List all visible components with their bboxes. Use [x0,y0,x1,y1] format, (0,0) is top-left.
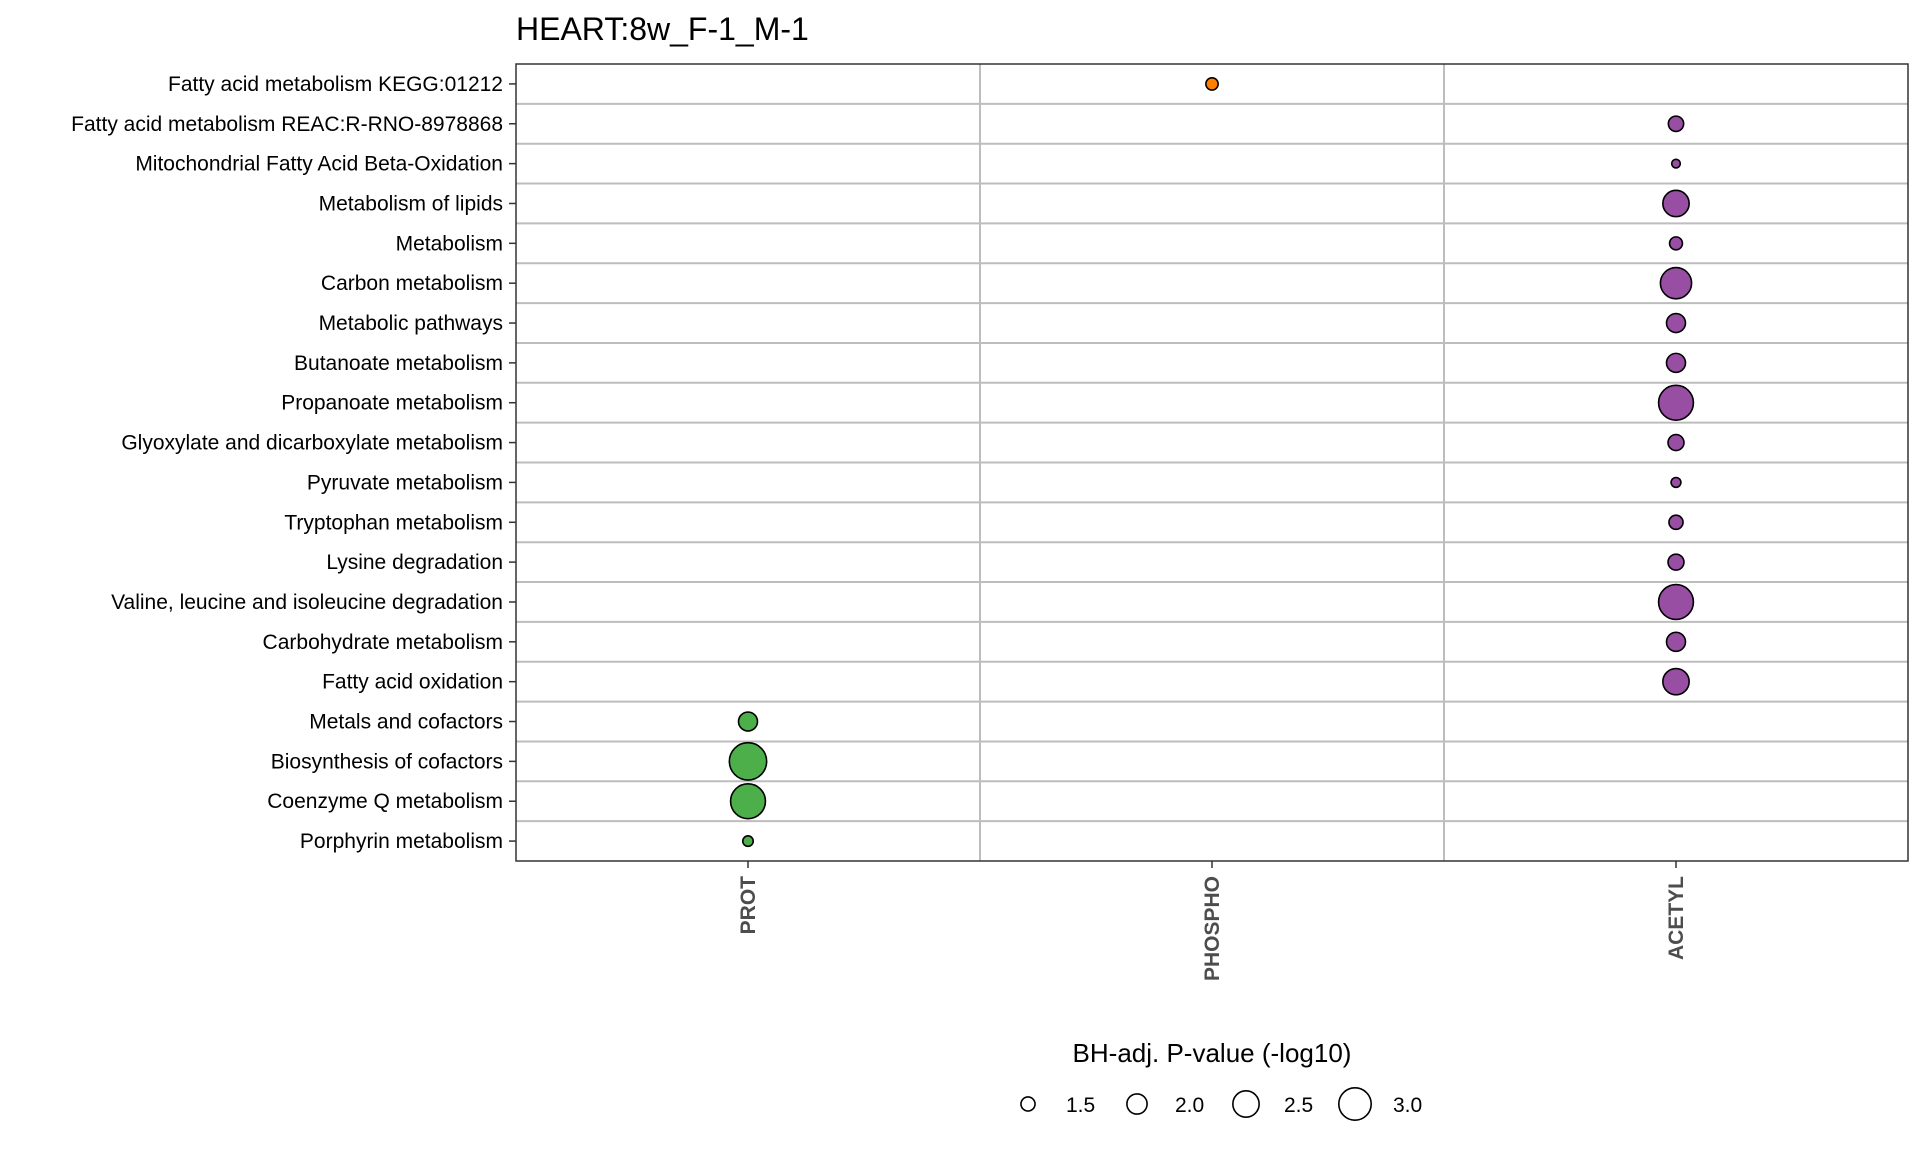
legend-key [1232,1090,1260,1118]
data-point [1670,158,1682,169]
data-point [1668,514,1684,531]
data-point [1667,433,1685,452]
legend-key [1020,1096,1036,1112]
y-tick-label: Coenzyme Q metabolism [267,790,503,813]
y-tick-label: Porphyrin metabolism [300,830,503,853]
data-point [1662,189,1690,218]
y-tick-label: Metals and cofactors [309,711,503,734]
size-legend: BH-adj. P-value (-log10) 1.5 2.0 2.5 3.0 [1020,1038,1422,1122]
y-tick-label: Lysine degradation [326,551,503,574]
legend-label: 2.5 [1284,1094,1313,1117]
data-point [1657,583,1695,621]
data-point [1662,667,1690,696]
plot-panel [515,63,1909,862]
data-point [729,783,767,820]
data-point [728,741,768,781]
y-tick-label: Propanoate metabolism [281,392,503,415]
y-tick-label: Pyruvate metabolism [307,471,503,494]
y-tick-label: Fatty acid oxidation [322,671,503,694]
data-point [1665,312,1687,334]
legend-title: BH-adj. P-value (-log10) [1073,1038,1352,1068]
legend-key [1338,1087,1373,1122]
y-tick-label: Butanoate metabolism [294,352,503,375]
legend-label: 3.0 [1393,1094,1422,1117]
data-point [1667,553,1685,571]
y-axis: Fatty acid metabolism KEGG:01212 Fatty ac… [71,73,516,853]
x-axis: PROT PHOSPHO ACETYL [737,861,1688,981]
data-point [1670,476,1682,489]
y-tick-label: Fatty acid metabolism REAC:R-RNO-8978868 [71,113,503,136]
data-point [1665,352,1687,374]
data-point [1659,266,1693,300]
chart-title: HEART:8w_F-1_M-1 [516,11,809,47]
y-tick-label: Valine, leucine and isoleucine degradati… [111,591,503,614]
legend-key [1126,1093,1148,1115]
y-tick-label: Glyoxylate and dicarboxylate metabolism [121,432,503,455]
legend-label: 2.0 [1175,1094,1204,1117]
legend-label: 1.5 [1066,1094,1095,1117]
data-point [1667,115,1685,133]
y-tick-label: Carbohydrate metabolism [263,631,503,654]
data-point [741,835,755,848]
y-tick-label: Metabolism [396,232,503,255]
data-point [1657,384,1695,421]
y-tick-label: Tryptophan metabolism [284,511,503,534]
points [728,76,1695,848]
data-point [1668,236,1684,251]
x-tick-label: PHOSPHO [1201,876,1224,981]
x-tick-label: PROT [737,876,760,935]
y-tick-label: Metabolic pathways [319,312,503,335]
y-tick-label: Carbon metabolism [321,272,503,295]
data-point [737,711,759,732]
data-point [1665,631,1687,653]
x-tick-label: ACETYL [1665,876,1688,960]
data-point [1205,76,1219,91]
y-tick-label: Biosynthesis of cofactors [271,750,503,773]
y-tick-label: Mitochondrial Fatty Acid Beta-Oxidation [135,153,503,176]
y-tick-label: Metabolism of lipids [319,192,503,215]
y-tick-label: Fatty acid metabolism KEGG:01212 [168,73,503,96]
